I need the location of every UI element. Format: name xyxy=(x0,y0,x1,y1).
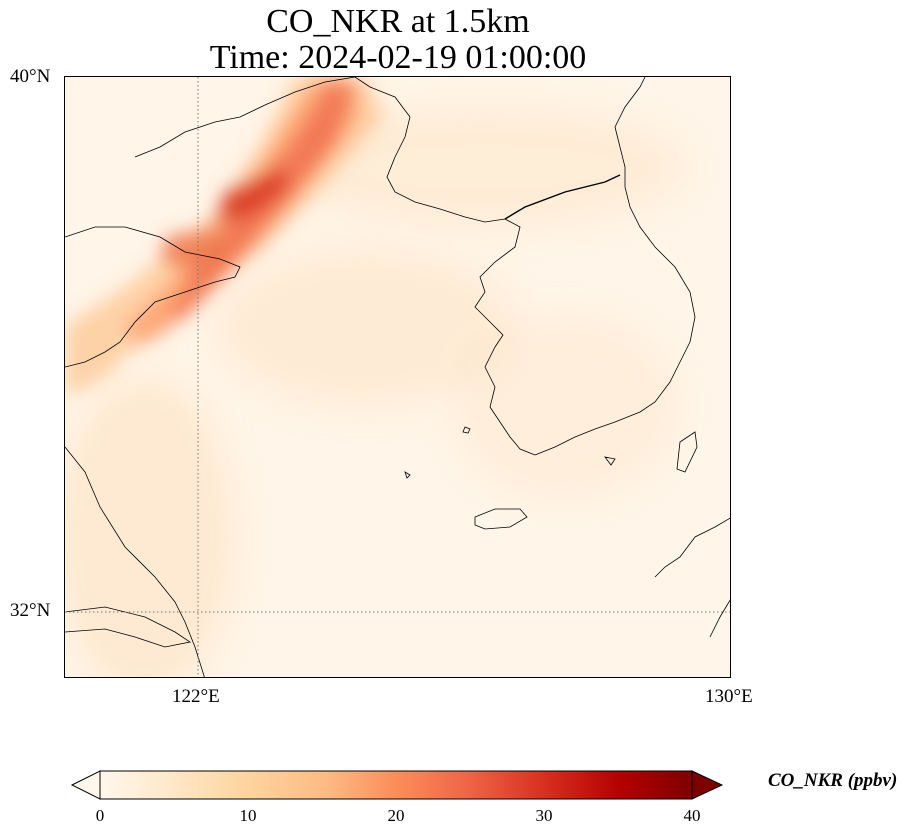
lat-tick-32n: 32°N xyxy=(10,600,51,621)
colorbar-extend-low xyxy=(70,770,101,800)
title-time: Time: 2024-02-19 01:00:00 xyxy=(209,39,587,76)
colorbar-gradient xyxy=(99,770,693,800)
colorbar-tick-30: 30 xyxy=(535,806,553,825)
colorbar-tick-0: 0 xyxy=(95,806,105,825)
background-field xyxy=(65,107,685,677)
lon-tick-130e: 130°E xyxy=(705,686,753,707)
map-panel xyxy=(64,76,731,678)
concentration-map xyxy=(65,77,730,677)
colorbar-tick-10: 10 xyxy=(239,806,257,825)
lon-tick-122e: 122°E xyxy=(172,686,220,707)
colorbar-tick-40: 40 xyxy=(683,806,701,825)
colorbar-extend-high xyxy=(691,770,724,800)
colorbar xyxy=(70,768,726,802)
colorbar-label: CO_NKR (ppbv) xyxy=(768,770,898,791)
colorbar-graphic xyxy=(70,770,724,800)
lat-tick-40n: 40°N xyxy=(10,66,51,87)
map-title: CO_NKR at 1.5km Time: 2024-02-19 01:00:0… xyxy=(0,4,796,76)
graticule xyxy=(65,77,730,677)
coastlines xyxy=(65,77,730,677)
colorbar-tick-20: 20 xyxy=(387,806,405,825)
title-variable: CO_NKR at 1.5km xyxy=(266,3,530,40)
co-plume xyxy=(65,77,385,397)
